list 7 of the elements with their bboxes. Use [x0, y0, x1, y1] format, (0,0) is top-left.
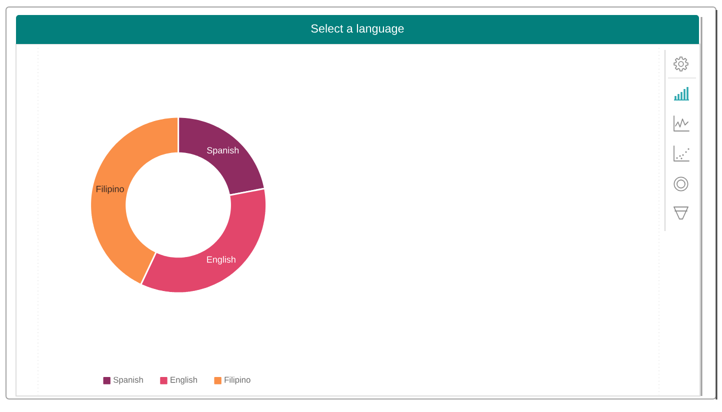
legend-label: English — [170, 376, 197, 384]
slice-label: English — [207, 256, 236, 264]
slice-label: Filipino — [96, 186, 124, 194]
legend-label: Filipino — [224, 376, 250, 384]
text: Select a language — [311, 24, 404, 35]
slice-label: Spanish — [207, 146, 239, 156]
legend-label: Spanish — [113, 376, 143, 384]
